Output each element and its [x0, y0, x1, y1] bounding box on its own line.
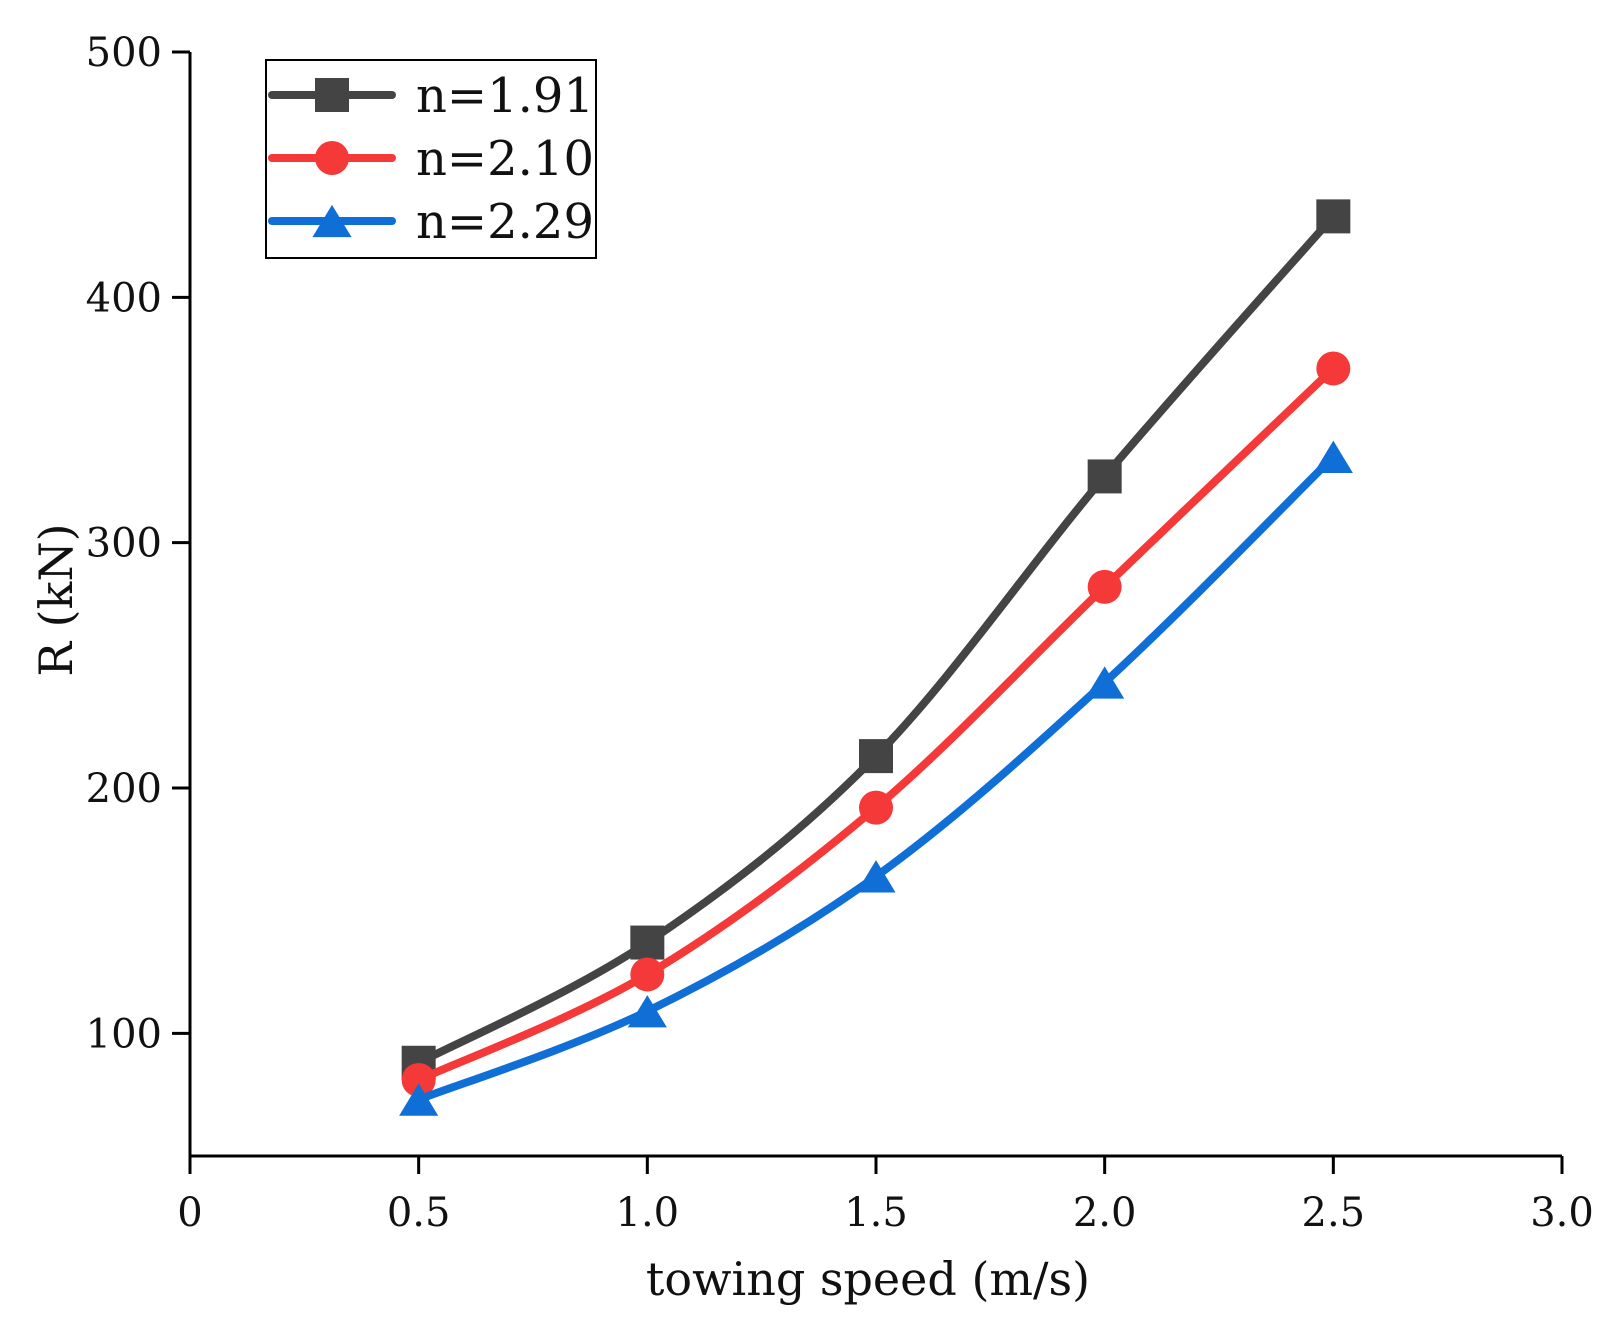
x-axis-title: towing speed (m/s) — [646, 1252, 1090, 1306]
series-2-point-4 — [1313, 440, 1353, 473]
y-tick-label-0: 100 — [86, 1011, 162, 1057]
legend-label-0: n=1.91 — [416, 68, 594, 124]
legend-label-2: n=2.29 — [416, 194, 594, 250]
x-tick-label-0: 0 — [177, 1190, 202, 1236]
series-1 — [401, 351, 1351, 1097]
y-tick-label-1: 200 — [86, 766, 162, 812]
legend: n=1.91 n=2.10 n=2.29 — [265, 59, 597, 259]
x-tick-label-3: 1.5 — [844, 1190, 908, 1236]
series-lines — [399, 199, 1353, 1116]
series-2-point-2 — [856, 860, 896, 893]
y-tick-label-2: 300 — [86, 521, 162, 567]
series-0-point-3 — [1087, 459, 1122, 494]
y-axis-title: R (kN) — [29, 523, 83, 676]
legend-item-1: n=2.10 — [268, 131, 594, 187]
x-tick-label-1: 0.5 — [387, 1190, 451, 1236]
series-2 — [399, 440, 1353, 1116]
series-2-point-1 — [627, 995, 667, 1028]
y-tick-label-3: 400 — [86, 275, 162, 321]
y-tick-label-4: 500 — [86, 30, 162, 76]
series-2-point-3 — [1085, 666, 1125, 699]
series-1-point-3 — [1087, 569, 1122, 604]
axes: 100 200 300 400 500 0 0.5 1.0 1.5 2.0 2.5 3.0 — [86, 30, 1594, 1236]
legend-marker-0 — [315, 78, 349, 112]
legend-item-2: n=2.29 — [268, 194, 594, 250]
series-0-point-4 — [1316, 199, 1351, 234]
x-tick-label-6: 3.0 — [1530, 1190, 1594, 1236]
legend-item-0: n=1.91 — [268, 68, 594, 124]
legend-marker-1 — [315, 141, 349, 175]
series-0-point-1 — [630, 925, 665, 960]
x-tick-label-5: 2.5 — [1302, 1190, 1366, 1236]
series-1-point-0 — [401, 1062, 436, 1097]
x-tick-label-2: 1.0 — [616, 1190, 680, 1236]
legend-marker-2 — [312, 204, 352, 238]
x-tick-label-4: 2.0 — [1073, 1190, 1137, 1236]
series-1-point-1 — [630, 957, 665, 992]
series-1-point-2 — [859, 790, 893, 825]
series-0 — [401, 199, 1351, 1080]
series-1-point-4 — [1316, 351, 1351, 386]
series-0-point-2 — [859, 739, 893, 774]
legend-label-1: n=2.10 — [416, 131, 594, 187]
series-2-point-0 — [399, 1083, 439, 1116]
